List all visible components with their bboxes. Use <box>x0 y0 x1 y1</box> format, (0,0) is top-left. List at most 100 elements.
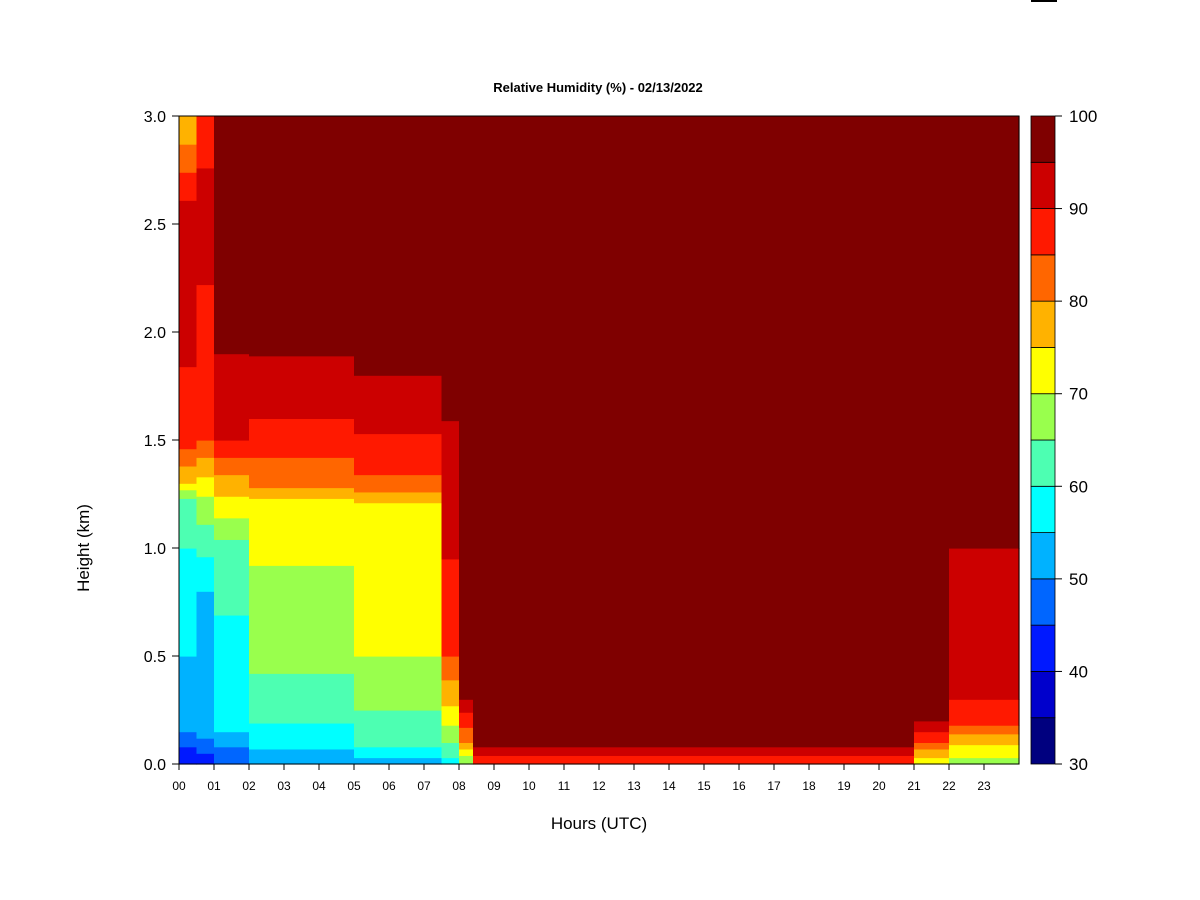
x-tick-label: 05 <box>347 779 361 793</box>
x-tick-label: 14 <box>662 779 676 793</box>
heatmap-cell <box>196 496 215 525</box>
colorbar-swatch <box>1030 347 1056 395</box>
x-tick-label: 17 <box>767 779 781 793</box>
y-tick-label: 1.5 <box>144 433 166 450</box>
colorbar-swatch <box>1030 439 1056 487</box>
heatmap-cell <box>214 353 250 441</box>
heatmap-cell <box>354 491 443 504</box>
colorbar-tick-label: 90 <box>1069 200 1088 219</box>
y-tick-label: 2.0 <box>144 325 166 342</box>
heatmap-cell <box>196 591 215 739</box>
heatmap-cell <box>354 757 443 765</box>
heatmap-cell <box>441 757 460 765</box>
heatmap-cell <box>179 144 198 173</box>
heatmap-cell <box>196 167 215 286</box>
heatmap-cell <box>914 757 950 765</box>
heatmap-cell <box>459 727 474 743</box>
colorbar-swatch <box>1030 624 1056 672</box>
heatmap-cell <box>179 656 198 733</box>
heatmap-cell <box>214 614 250 733</box>
heatmap-cell <box>441 116 460 422</box>
heatmap-cell <box>179 448 198 467</box>
x-tick-label: 15 <box>697 779 711 793</box>
heatmap-cell <box>473 746 915 756</box>
chart-title: Relative Humidity (%) - 02/13/2022 <box>493 80 703 95</box>
colorbar-swatch <box>1030 532 1056 580</box>
heatmap-cell <box>179 731 198 748</box>
x-tick-label: 10 <box>522 779 536 793</box>
y-axis: 0.0 0.5 1.0 1.5 2.0 2.5 3.0 <box>144 109 179 774</box>
heatmap-cell <box>196 476 215 497</box>
heatmap-cell <box>441 742 460 759</box>
colorbar-tick-label: 40 <box>1069 662 1088 681</box>
heatmap-cell <box>914 720 950 733</box>
heatmap-cell <box>214 539 250 616</box>
heatmap-cell <box>179 366 198 450</box>
heatmap-cell <box>179 746 198 765</box>
colorbar-swatch <box>1030 161 1056 209</box>
heatmap-cell <box>473 755 915 765</box>
y-tick-label: 2.5 <box>144 217 166 234</box>
heatmap-cell <box>441 705 460 726</box>
heatmap-cell <box>949 757 1020 765</box>
x-tick-label: 07 <box>417 779 431 793</box>
heatmap-cell <box>441 725 460 743</box>
colorbar-swatch <box>1030 393 1056 441</box>
colorbar-tick-label: 50 <box>1069 570 1088 589</box>
colorbar-tick-label: 60 <box>1069 477 1088 496</box>
heatmap-cell <box>196 457 215 478</box>
y-tick-label: 1.0 <box>144 541 166 558</box>
heatmap-cell <box>949 725 1020 735</box>
heatmap-cell <box>949 699 1020 726</box>
colorbar-swatch <box>1030 717 1056 765</box>
x-tick-label: 02 <box>242 779 256 793</box>
heatmap-cell <box>214 496 250 519</box>
heatmap-cell <box>214 457 250 476</box>
heatmap-cell <box>196 284 215 441</box>
heatmap-cell <box>214 731 250 748</box>
x-tick-label: 18 <box>802 779 816 793</box>
heatmap-cell <box>949 733 1020 746</box>
heatmap-cell <box>214 517 250 540</box>
heatmap-cell <box>354 502 443 657</box>
x-tick-label: 01 <box>207 779 221 793</box>
heatmap-cell <box>354 656 443 711</box>
heatmap-cell <box>196 556 215 592</box>
heatmap-cell <box>249 673 355 724</box>
heatmap-cell <box>249 487 355 499</box>
heatmap-plot <box>179 116 1020 765</box>
x-tick-label: 21 <box>907 779 921 793</box>
heatmap-cell <box>179 172 198 201</box>
heatmap-cell <box>249 457 355 489</box>
heatmap-cell <box>459 712 474 728</box>
heatmap-cell <box>354 375 443 435</box>
x-tick-label: 12 <box>592 779 606 793</box>
heatmap-cell <box>196 116 215 169</box>
heatmap-cell <box>179 465 198 484</box>
colorbar-swatch <box>1030 578 1056 626</box>
heatmap-cell <box>249 565 355 674</box>
colorbar-swatch <box>1030 300 1056 348</box>
x-tick-label: 16 <box>732 779 746 793</box>
heatmap-cell <box>214 474 250 497</box>
heatmap-cell <box>914 116 950 722</box>
heatmap-cell <box>214 440 250 458</box>
colorbar-swatch <box>1030 254 1056 302</box>
x-axis-label: Hours (UTC) <box>551 814 647 833</box>
colorbar-swatch <box>1030 485 1056 533</box>
heatmap-cell <box>196 753 215 765</box>
x-tick-label: 23 <box>977 779 991 793</box>
heatmap-cell <box>214 116 250 355</box>
x-tick-label: 06 <box>382 779 396 793</box>
x-tick-label: 09 <box>487 779 501 793</box>
heatmap-cell <box>949 116 1020 549</box>
colorbar-tick-label: 100 <box>1069 107 1097 126</box>
heatmap-cell <box>196 738 215 754</box>
x-tick-label: 22 <box>942 779 956 793</box>
heatmap-cell <box>214 746 250 765</box>
heatmap-cell <box>354 433 443 476</box>
heatmap-cell <box>473 116 915 748</box>
heatmap-cell <box>179 116 198 145</box>
heatmap-cell <box>196 440 215 458</box>
